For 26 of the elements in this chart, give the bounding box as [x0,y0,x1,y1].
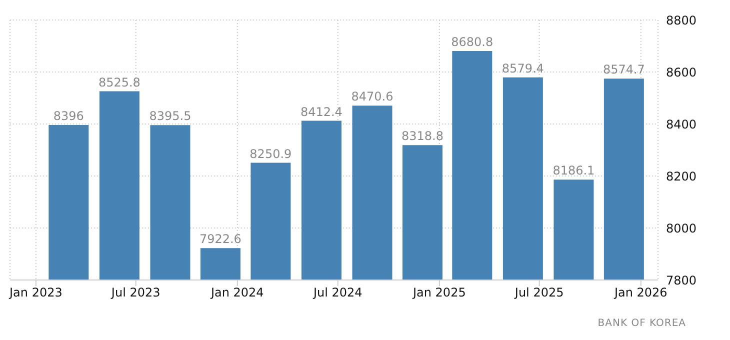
x-tick-label: Jul 2023 [110,286,160,300]
y-tick-label: 8800 [666,13,697,28]
data-label: 8412.4 [300,104,342,119]
x-tick-label: Jan 2025 [412,286,466,300]
data-label: 8470.6 [351,90,394,104]
y-tick-label: 8000 [666,221,697,236]
data-label: 8395.5 [149,109,192,124]
data-label: 8396 [53,109,84,124]
y-tick-label: 7800 [666,273,697,288]
x-tick-label: Jan 2024 [210,286,264,300]
data-label: 8579.4 [502,61,544,76]
y-tick-label: 8600 [666,65,697,80]
x-tick-label: Jul 2024 [312,286,362,300]
data-label: 8525.8 [98,75,140,90]
y-tick-label: 8200 [666,169,697,184]
data-label: 8574.7 [602,62,645,77]
x-tick-label: Jan 2023 [8,286,62,300]
data-label: 8318.8 [401,129,444,144]
x-tick-label: Jan 2026 [613,286,668,300]
data-label: 8250.9 [250,146,292,161]
data-label: 8680.8 [451,34,494,49]
x-tick-label: Jul 2025 [514,286,564,300]
data-label: 7922.6 [199,232,242,246]
y-tick-label: 8400 [666,117,697,132]
text: BANK OF KOREA [598,318,686,329]
data-label: 8186.1 [552,164,595,178]
